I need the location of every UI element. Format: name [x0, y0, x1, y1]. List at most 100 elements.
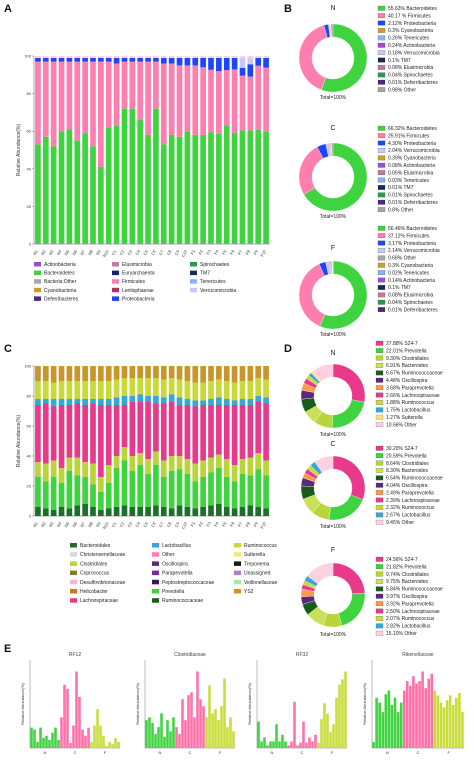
donut-legend-label: 1.27% Sutterella: [386, 415, 423, 421]
small-bar: [430, 673, 434, 748]
donut-legend-label: 0.1% TM7: [388, 58, 411, 64]
bar-segment-proteobacteria: [42, 57, 49, 62]
legend-label: Tenericutes: [200, 279, 226, 285]
bar-segment-ys2: [42, 366, 49, 381]
small-bar: [96, 709, 99, 748]
x-tick-label: C3: [126, 520, 133, 528]
bar-segment-lactobacillus: [105, 399, 112, 405]
bar-segment-bacteroidales: [98, 510, 104, 516]
panel-e-bar-charts: RF12 Relative Abundance(%) N C F Clostridiace…: [20, 652, 464, 755]
bar-segment-proteobacteria: [168, 57, 175, 64]
legend-label: Bacteria;Other: [44, 279, 77, 285]
bar-segment-firmicutes: [113, 63, 120, 126]
donut-legend-swatch: [375, 407, 384, 413]
legend-label: Firmicutes: [122, 279, 146, 285]
x-tick-label: C9: [174, 248, 181, 256]
group-label: N: [386, 750, 389, 755]
small-bar: [287, 745, 290, 748]
legend-swatch: [112, 270, 119, 276]
bar-segment-bacteroidales: [231, 508, 238, 516]
legend-swatch: [152, 570, 159, 576]
donut-legend-swatch: [377, 255, 386, 261]
donut-legend-label: 0.01% Deferribacteres: [388, 80, 438, 86]
bar-segment-clostridiales: [90, 463, 96, 485]
legend-swatch: [112, 296, 119, 301]
bar-segment-prevotella: [239, 474, 246, 507]
legend-label: Prevotella: [162, 589, 184, 595]
bar-segment-prevotella: [105, 483, 112, 509]
legend-swatch: [190, 262, 197, 267]
small-bar: [439, 702, 443, 748]
group-label: N: [159, 750, 162, 755]
small-bar: [66, 688, 69, 748]
x-tick-label: C3: [126, 248, 133, 256]
donut-legend-label: 4.48% Oscillospira: [386, 378, 428, 384]
small-bar: [375, 697, 378, 748]
donut-legend-swatch: [375, 468, 384, 473]
donut-legend-label: 22.01% Prevotella: [386, 348, 427, 354]
legend-label: Lentisphaerae: [122, 288, 154, 294]
bar-segment-ys2: [192, 366, 199, 383]
bar-segment-ys2: [231, 366, 238, 383]
small-bar: [42, 737, 45, 748]
donut-legend-label: 24.56% S24-7: [386, 557, 418, 563]
bar-segment-ruminococcus: [58, 381, 65, 399]
x-tick-label: F3: [205, 248, 212, 255]
bar-segment-proteobacteria: [208, 57, 214, 70]
bar-segment-ruminococcus: [98, 381, 104, 399]
donut-legend-label: 0.68% Other: [388, 256, 416, 262]
small-chart-title: Rikenellaceae: [402, 652, 434, 658]
donut-legend-swatch: [377, 170, 386, 175]
bar-segment-prevotella: [129, 471, 136, 507]
legend-swatch: [34, 262, 41, 267]
donut-legend-label: 56.46% Bacteroidetes: [388, 226, 437, 232]
donut-legend-label: 6.91% Bacteroides: [386, 363, 428, 369]
small-bar: [311, 741, 314, 748]
donut-legend-swatch: [377, 42, 386, 48]
donut-legend-swatch: [377, 162, 386, 168]
small-bar: [290, 741, 293, 748]
x-tick-label: C5: [142, 520, 149, 528]
bar-segment-other: [129, 56, 136, 58]
bar-segment-firmicutes: [153, 61, 159, 109]
bar-segment-bacteroidales: [200, 507, 206, 516]
donut-legend-label: 2.32% Ruminococcus: [386, 505, 435, 511]
bar-segment-lactobacillus: [247, 399, 254, 405]
bar-segment-prevotella: [208, 472, 214, 506]
bar-segment-bacteroidales: [153, 505, 159, 516]
legend-swatch: [152, 561, 159, 566]
bar-segment-firmicutes: [137, 61, 144, 120]
bar-segment-lactobacillus: [239, 399, 246, 405]
bar-segment-prevotella: [255, 469, 262, 507]
donut-legend-swatch: [377, 285, 386, 290]
bar-segment-other: [90, 56, 96, 58]
bar-segment-other: [208, 56, 214, 58]
x-tick-label: C5: [142, 248, 149, 256]
bar-segment-proteobacteria: [184, 57, 191, 66]
bar-segment-bacteroidetes: [160, 144, 167, 244]
bar-segment-s24-7: [239, 405, 246, 459]
bar-segment-bacteroidales: [192, 508, 199, 516]
bar-segment-clostridiales: [137, 453, 144, 465]
small-bar: [145, 720, 148, 748]
legend-swatch: [34, 287, 41, 293]
small-bar: [399, 702, 403, 748]
bar-segment-firmicutes: [105, 61, 112, 128]
legend-label: Bacteroidales: [80, 543, 111, 549]
x-tick-label: N8: [87, 520, 94, 528]
bar-segment-ys2: [247, 366, 254, 381]
bar-segment-clostridiales: [82, 462, 88, 477]
bar-segment-firmicutes: [263, 67, 269, 132]
legend-swatch: [34, 270, 41, 276]
bar-segment-s24-7: [216, 405, 222, 455]
y-tick-label: 40: [27, 454, 32, 459]
x-tick-label: C1: [111, 248, 118, 256]
small-bar: [36, 741, 39, 748]
bar-segment-ruminococcus: [74, 381, 81, 399]
small-bar: [275, 724, 278, 748]
group-label: C: [301, 750, 304, 755]
bar-segment-ruminococcus: [121, 378, 128, 396]
y-tick-label: 20: [27, 204, 32, 209]
